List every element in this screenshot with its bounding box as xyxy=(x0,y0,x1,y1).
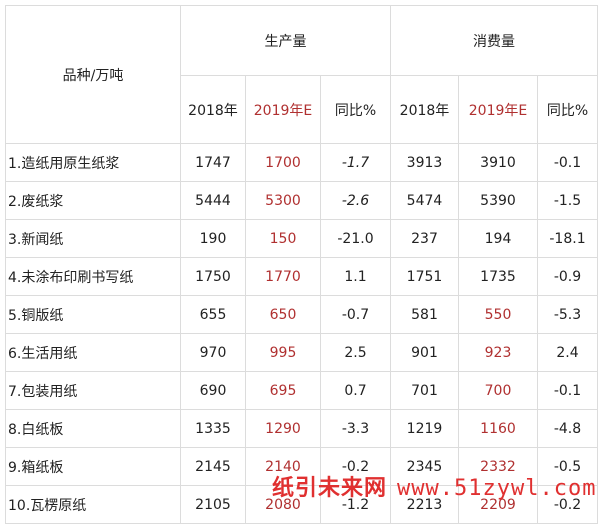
table-cell: 2145 xyxy=(180,447,246,486)
row-label: 5.铜版纸 xyxy=(5,295,181,334)
table-cell: 150 xyxy=(245,219,321,258)
table-row: 1.造纸用原生纸浆 1747 1700 -1.7 3913 3910 -0.1 xyxy=(5,143,598,182)
table-row: 3.新闻纸 190 150 -21.0 237 194 -18.1 xyxy=(5,219,598,258)
table-cell: 2080 xyxy=(245,485,321,524)
row-label: 9.箱纸板 xyxy=(5,447,181,486)
table-cell: 2140 xyxy=(245,447,321,486)
subheader-cell: 2019年E xyxy=(458,75,538,144)
table-row: 4.未涂布印刷书写纸 1750 1770 1.1 1751 1735 -0.9 xyxy=(5,257,598,296)
table-cell: -0.2 xyxy=(537,485,598,524)
table-cell: 5474 xyxy=(390,181,459,220)
table-cell: 1700 xyxy=(245,143,321,182)
watermark-url: www.51zywl.com xyxy=(397,476,597,501)
table-cell: -21.0 xyxy=(320,219,391,258)
table-cell: 5300 xyxy=(245,181,321,220)
table-cell: 2345 xyxy=(390,447,459,486)
table-cell: -1.7 xyxy=(320,143,391,182)
table-cell: 700 xyxy=(458,371,538,410)
table-cell: 190 xyxy=(180,219,246,258)
table-cell: -0.9 xyxy=(537,257,598,296)
table-cell: 3913 xyxy=(390,143,459,182)
table-cell: 2209 xyxy=(458,485,538,524)
table-cell: 2.5 xyxy=(320,333,391,372)
table-cell: -0.5 xyxy=(537,447,598,486)
table-cell: -18.1 xyxy=(537,219,598,258)
table-cell: -1.5 xyxy=(537,181,598,220)
header-row: 品种/万吨 生产量 消费量 xyxy=(5,5,598,144)
data-table: 品种/万吨 生产量 消费量 2018年 2019年E 同比% 2018年 2019年E 同… xyxy=(5,5,598,524)
subheader-cell: 2018年 xyxy=(390,75,459,144)
table-cell: 237 xyxy=(390,219,459,258)
table-row: 2.废纸浆 5444 5300 -2.6 5474 5390 -1.5 xyxy=(5,181,598,220)
table-cell: -4.8 xyxy=(537,409,598,448)
row-label: 6.生活用纸 xyxy=(5,333,181,372)
table-body: 品种/万吨 生产量 消费量 2018年 2019年E 同比% 2018年 2019年E 同… xyxy=(5,5,598,524)
table-cell: 5390 xyxy=(458,181,538,220)
table-cell: 581 xyxy=(390,295,459,334)
subheader-cell: 2018年 xyxy=(180,75,246,144)
table-cell: 1770 xyxy=(245,257,321,296)
table-cell: 901 xyxy=(390,333,459,372)
table-cell: 995 xyxy=(245,333,321,372)
table-cell: 2105 xyxy=(180,485,246,524)
subheader-row: 2018年 2019年E 同比% 2018年 2019年E 同比% xyxy=(6,75,598,144)
table-cell: 1750 xyxy=(180,257,246,296)
table-cell: 695 xyxy=(245,371,321,410)
table-row: 9.箱纸板 2145 2140 -0.2 2345 2332 -0.5 xyxy=(5,447,598,486)
subheader-cell: 同比% xyxy=(537,75,598,144)
row-label: 7.包装用纸 xyxy=(5,371,181,410)
subheader-cell: 2019年E xyxy=(245,75,321,144)
table-row: 5.铜版纸 655 650 -0.7 581 550 -5.3 xyxy=(5,295,598,334)
table-cell: -3.3 xyxy=(320,409,391,448)
table-cell: 1.1 xyxy=(320,257,391,296)
watermark: 纸引未来网 www.51zywl.com xyxy=(272,470,596,502)
table-row: 7.包装用纸 690 695 0.7 701 700 -0.1 xyxy=(5,371,598,410)
table-cell: 1160 xyxy=(458,409,538,448)
table-cell: 2332 xyxy=(458,447,538,486)
table-row: 8.白纸板 1335 1290 -3.3 1219 1160 -4.8 xyxy=(5,409,598,448)
table-cell: -5.3 xyxy=(537,295,598,334)
table-row: 10.瓦楞原纸 2105 2080 -1.2 2213 2209 -0.2 xyxy=(5,485,598,524)
table-cell: 550 xyxy=(458,295,538,334)
row-label: 3.新闻纸 xyxy=(5,219,181,258)
table-cell: 970 xyxy=(180,333,246,372)
group-header: 消费量 xyxy=(390,5,598,76)
category-header: 品种/万吨 xyxy=(5,5,181,144)
table-cell: 1290 xyxy=(245,409,321,448)
row-label: 4.未涂布印刷书写纸 xyxy=(5,257,181,296)
table-cell: 2.4 xyxy=(537,333,598,372)
table-cell: 923 xyxy=(458,333,538,372)
table-cell: -0.7 xyxy=(320,295,391,334)
row-label: 2.废纸浆 xyxy=(5,181,181,220)
table-cell: 0.7 xyxy=(320,371,391,410)
table-cell: 2213 xyxy=(390,485,459,524)
table-cell: 1751 xyxy=(390,257,459,296)
table-cell: -0.1 xyxy=(537,371,598,410)
table-cell: 1735 xyxy=(458,257,538,296)
table-cell: 701 xyxy=(390,371,459,410)
table-cell: 3910 xyxy=(458,143,538,182)
table-cell: 690 xyxy=(180,371,246,410)
table-cell: -0.1 xyxy=(537,143,598,182)
table-cell: 1335 xyxy=(180,409,246,448)
subheader-cell: 同比% xyxy=(320,75,391,144)
row-label: 1.造纸用原生纸浆 xyxy=(5,143,181,182)
table-row: 6.生活用纸 970 995 2.5 901 923 2.4 xyxy=(5,333,598,372)
row-label: 8.白纸板 xyxy=(5,409,181,448)
table-cell: 655 xyxy=(180,295,246,334)
table-cell: 650 xyxy=(245,295,321,334)
row-label: 10.瓦楞原纸 xyxy=(5,485,181,524)
table-cell: 1219 xyxy=(390,409,459,448)
table-cell: -2.6 xyxy=(320,181,391,220)
table-cell: -1.2 xyxy=(320,485,391,524)
group-header: 生产量 xyxy=(180,5,391,76)
table-cell: -0.2 xyxy=(320,447,391,486)
table-cell: 1747 xyxy=(180,143,246,182)
table-cell: 5444 xyxy=(180,181,246,220)
watermark-name: 纸引未来网 xyxy=(272,476,388,501)
table-cell: 194 xyxy=(458,219,538,258)
